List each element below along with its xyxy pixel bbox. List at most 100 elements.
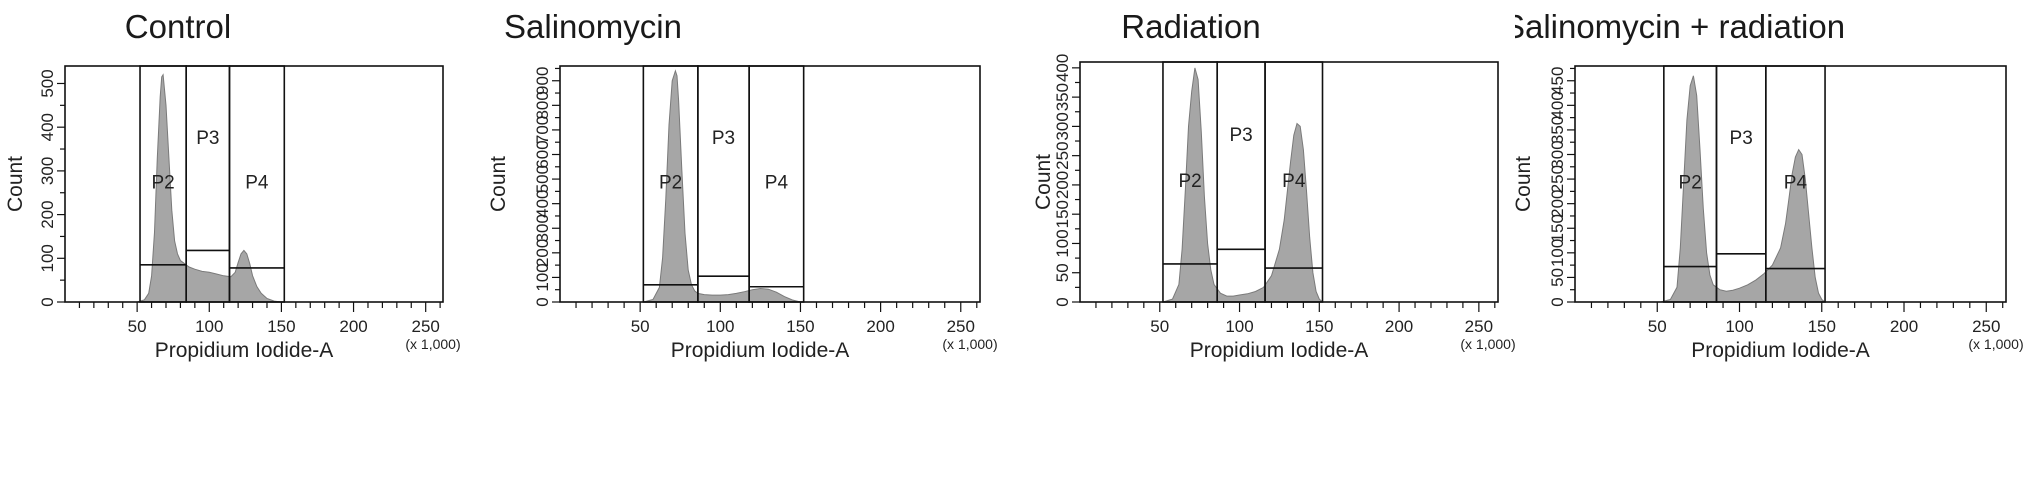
y-tick-label: 400	[1053, 54, 1072, 82]
histogram-panel-radiation: Radiation P2 P3 P4 50 100 150 200 250 0 50 100 150 20…	[1005, 0, 1515, 481]
y-tick-label: 300	[1548, 140, 1567, 168]
histogram-panel-salinomycin-radiation: Salinomycin + radiation P2 P3 P4 50 100 150 200…	[1515, 0, 2031, 481]
gate-label-p4: P4	[1784, 173, 1808, 194]
y-tick-label: 0	[38, 297, 57, 306]
x-tick-label: 250	[947, 317, 975, 336]
y-tick-label: 450	[1548, 67, 1567, 95]
x-tick-label: 200	[1385, 317, 1413, 336]
x-axis-unit-label: (x 1,000)	[1968, 336, 2023, 352]
gate-p3-box	[1216, 61, 1266, 303]
y-axis-label: Count	[4, 156, 27, 212]
y-tick-label: 100	[533, 263, 552, 291]
y-axis-label: Count	[1515, 156, 1535, 212]
y-tick-label: 100	[1548, 239, 1567, 267]
x-tick-label: 200	[866, 317, 894, 336]
y-tick-label: 100	[38, 244, 57, 272]
x-tick-label: 150	[267, 317, 295, 336]
x-axis-label: Propidium Iodide-A	[155, 339, 334, 362]
x-axis-label: Propidium Iodide-A	[1190, 339, 1369, 362]
y-tick-label: 250	[1548, 165, 1567, 193]
plot-frame	[559, 65, 981, 303]
gate-label-p3: P3	[196, 128, 219, 149]
x-tick-label: 200	[1890, 317, 1918, 336]
gate-label-p2: P2	[1178, 171, 1201, 192]
x-tick-label: 50	[631, 317, 650, 336]
y-tick-label: 200	[1053, 171, 1072, 199]
histogram-area-radiation	[1162, 67, 1323, 303]
y-tick-label: 350	[1053, 83, 1072, 111]
y-tick-label: 50	[1053, 263, 1072, 282]
y-tick-label: 250	[1053, 141, 1072, 169]
histogram-area-salinomycin-radiation	[1660, 75, 1826, 303]
y-tick-label: 300	[38, 157, 57, 185]
y-tick-label: 700	[533, 116, 552, 144]
y-tick-label: 200	[533, 239, 552, 267]
x-tick-label: 50	[1648, 317, 1667, 336]
gate-label-p4: P4	[245, 173, 269, 194]
x-tick-label: 100	[706, 317, 734, 336]
plot-frame	[1574, 65, 2007, 303]
histogram-area-control	[136, 73, 282, 303]
gate-label-p4: P4	[1282, 171, 1306, 192]
y-tick-label: 800	[533, 91, 552, 119]
y-tick-label: 350	[1548, 116, 1567, 144]
y-tick-label: 500	[38, 69, 57, 97]
y-tick-label: 400	[1548, 91, 1567, 119]
x-tick-label: 250	[1972, 317, 2000, 336]
x-tick-label: 100	[1725, 317, 1753, 336]
gate-p3-box	[697, 65, 750, 303]
x-tick-label: 100	[1225, 317, 1253, 336]
x-tick-label: 250	[411, 317, 439, 336]
x-axis-label: Propidium Iodide-A	[1691, 339, 1870, 362]
y-tick-label: 100	[1053, 229, 1072, 257]
y-tick-label: 200	[38, 200, 57, 228]
x-tick-label: 150	[1808, 317, 1836, 336]
x-tick-label: 150	[786, 317, 814, 336]
x-tick-label: 50	[1150, 317, 1169, 336]
plot-frame	[64, 65, 444, 303]
histogram-chart-control: Control P2 P3 P4 50 100 150 200 250 0 100 200 300 400…	[4, 8, 461, 362]
y-axis-label: Count	[1032, 154, 1055, 210]
x-tick-label: 150	[1305, 317, 1333, 336]
histogram-panel-salinomycin: Salinomycin P2 P3 P4 50 100 150 200 250 0 100 200 30…	[470, 0, 1005, 481]
gate-p3-box	[185, 65, 231, 303]
x-tick-label: 200	[339, 317, 367, 336]
gate-label-p2: P2	[151, 173, 174, 194]
y-tick-label: 300	[1053, 112, 1072, 140]
y-tick-label: 900	[533, 67, 552, 95]
y-tick-label: 500	[533, 165, 552, 193]
x-tick-label: 100	[195, 317, 223, 336]
x-axis-unit-label: (x 1,000)	[1460, 336, 1515, 352]
gate-label-p2: P2	[1679, 173, 1702, 194]
x-tick-label: 50	[128, 317, 147, 336]
y-tick-label: 400	[38, 113, 57, 141]
gate-p3-box	[1715, 65, 1767, 303]
gate-label-p3: P3	[712, 128, 735, 149]
y-axis-label: Count	[487, 156, 510, 212]
x-tick-label: 250	[1465, 317, 1493, 336]
y-tick-label: 300	[533, 214, 552, 242]
histogram-panel-control: Control P2 P3 P4 50 100 150 200 250 0 100 200 300 400…	[0, 0, 470, 481]
chart-title: Salinomycin + radiation	[1515, 8, 1845, 45]
x-axis-label: Propidium Iodide-A	[671, 339, 850, 362]
y-tick-label: 150	[1548, 214, 1567, 242]
histogram-area-salinomycin	[643, 69, 801, 303]
y-tick-label: 200	[1548, 189, 1567, 217]
y-tick-label: 600	[533, 140, 552, 168]
y-tick-label: 0	[1548, 297, 1567, 306]
y-tick-label: 150	[1053, 200, 1072, 228]
y-tick-label: 0	[533, 297, 552, 306]
gate-label-p2: P2	[659, 173, 682, 194]
chart-title: Radiation	[1121, 8, 1260, 45]
x-axis-unit-label: (x 1,000)	[942, 336, 997, 352]
gate-label-p4: P4	[765, 173, 789, 194]
y-tick-label: 400	[533, 189, 552, 217]
chart-title: Salinomycin	[504, 8, 682, 45]
gate-label-p3: P3	[1230, 125, 1253, 146]
gate-label-p3: P3	[1730, 128, 1753, 149]
y-tick-label: 0	[1053, 297, 1072, 306]
plot-frame	[1079, 61, 1499, 303]
